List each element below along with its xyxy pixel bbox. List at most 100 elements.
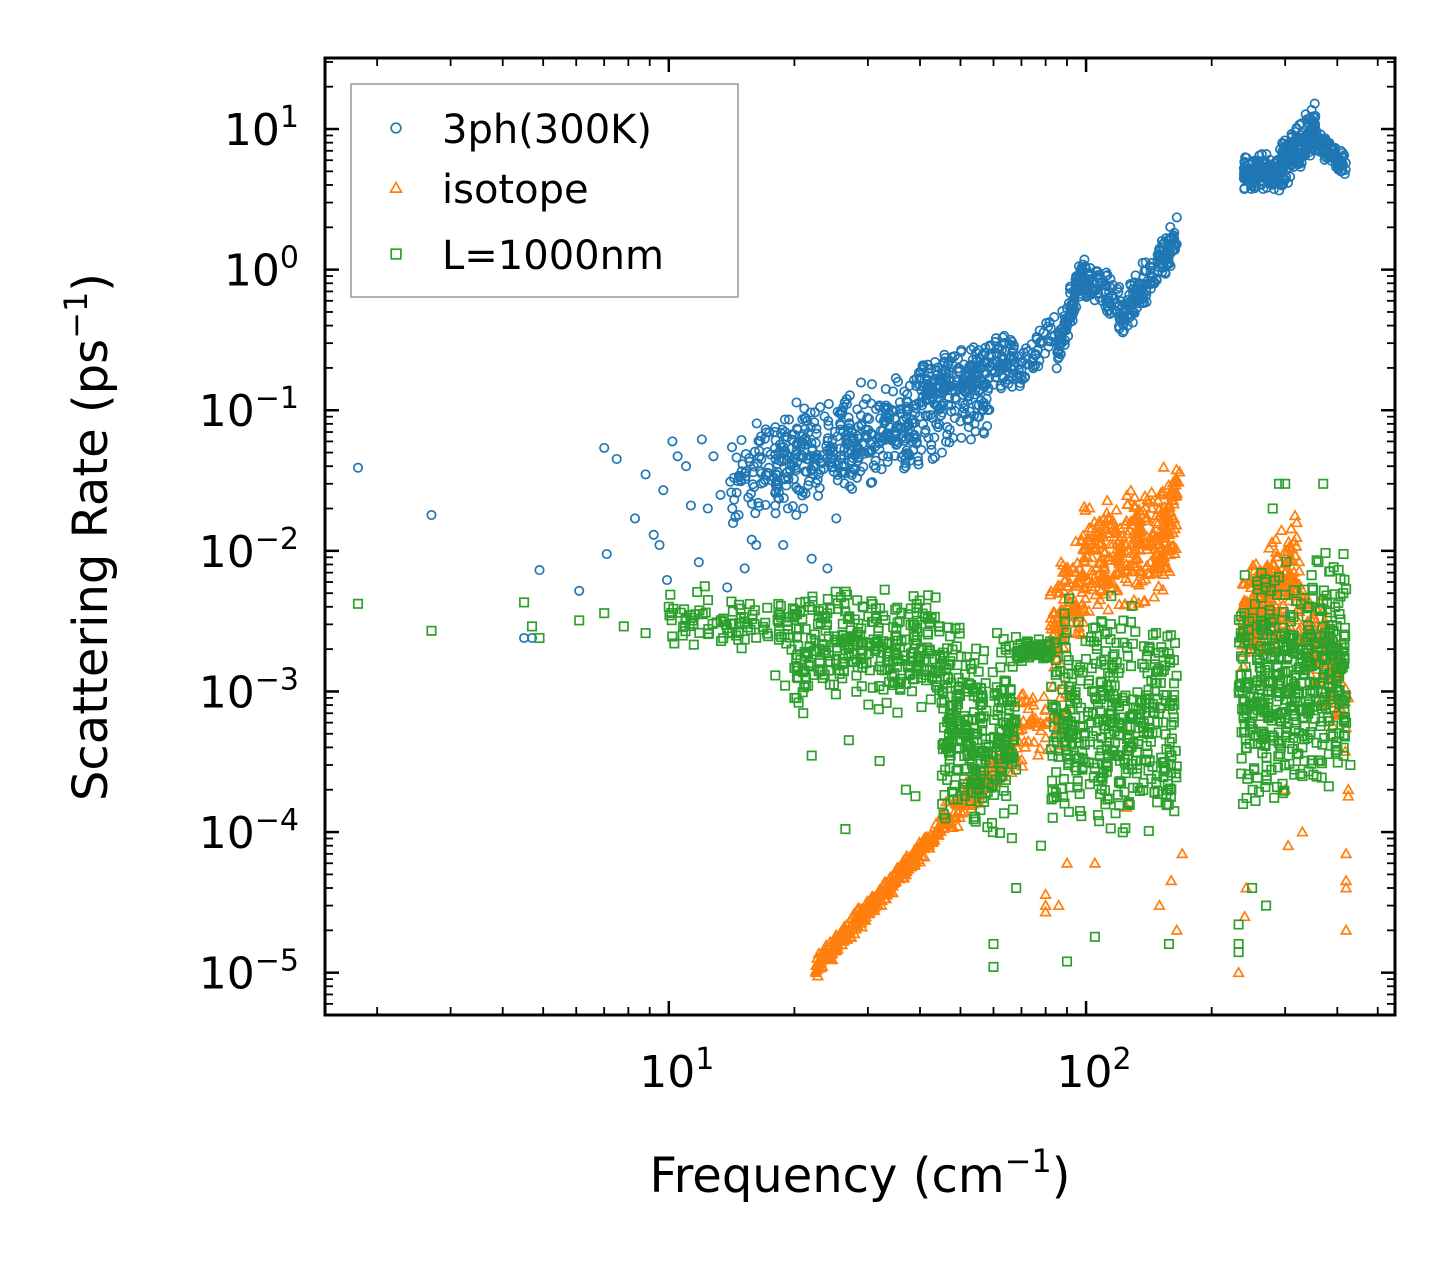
data-point-triangle xyxy=(814,955,828,967)
data-point-circle xyxy=(1276,153,1287,164)
data-point-circle xyxy=(1049,312,1060,323)
data-point-triangle xyxy=(1146,529,1160,541)
data-point-triangle xyxy=(820,946,834,958)
data-point-circle xyxy=(1021,359,1033,370)
data-point-triangle xyxy=(1127,527,1140,539)
data-point-triangle xyxy=(1054,555,1068,567)
data-point-triangle xyxy=(1232,966,1245,978)
data-point-circle xyxy=(1137,257,1148,268)
data-point-triangle xyxy=(842,924,856,936)
data-point-triangle xyxy=(1060,856,1074,868)
data-point-circle xyxy=(1077,259,1088,270)
data-point-circle xyxy=(1290,126,1301,138)
data-point-circle xyxy=(823,398,834,409)
data-point-circle xyxy=(1059,339,1070,350)
data-point-triangle xyxy=(1119,546,1133,558)
data-point-circle xyxy=(1285,171,1296,182)
data-point-circle xyxy=(749,446,760,457)
data-point-triangle xyxy=(1130,576,1143,588)
data-point-circle xyxy=(1079,254,1090,265)
data-point-circle xyxy=(1080,261,1091,272)
data-point-triangle xyxy=(918,850,931,862)
data-point-circle xyxy=(1129,293,1141,304)
data-point-circle xyxy=(782,503,793,514)
data-point-circle xyxy=(775,428,787,439)
data-point-circle xyxy=(1165,260,1176,272)
data-point-circle xyxy=(932,369,943,380)
data-point-circle xyxy=(726,442,738,453)
data-point-circle xyxy=(959,381,970,392)
data-point-triangle xyxy=(1080,550,1094,562)
data-point-circle xyxy=(702,503,713,514)
data-point-circle xyxy=(352,462,364,473)
data-point-circle xyxy=(827,447,839,458)
data-point-circle xyxy=(944,437,955,448)
data-point-circle xyxy=(844,481,855,492)
data-point-triangle xyxy=(1168,546,1181,558)
data-point-circle xyxy=(926,412,937,423)
data-point-circle xyxy=(1068,303,1079,314)
data-point-circle xyxy=(715,489,726,500)
data-point-circle xyxy=(855,377,867,388)
data-point-triangle xyxy=(1079,592,1092,604)
data-point-triangle xyxy=(1092,517,1106,529)
data-point-circle xyxy=(779,474,790,485)
data-point-circle xyxy=(981,393,992,404)
data-point-circle xyxy=(920,393,931,405)
data-point-circle xyxy=(1320,144,1332,155)
data-point-circle xyxy=(910,417,921,428)
data-point-circle xyxy=(968,410,980,421)
data-point-circle xyxy=(1113,287,1124,298)
data-point-circle xyxy=(1239,183,1250,194)
data-point-triangle xyxy=(1098,560,1111,572)
data-point-triangle xyxy=(1021,734,1035,746)
data-point-triangle xyxy=(955,795,969,807)
data-point-circle xyxy=(1062,312,1073,323)
data-point-circle xyxy=(1001,362,1012,373)
data-point-circle xyxy=(965,344,977,355)
data-point-circle xyxy=(1259,163,1270,174)
data-point-circle xyxy=(969,389,980,400)
data-point-circle xyxy=(836,450,847,461)
data-point-triangle xyxy=(878,876,891,888)
data-point-circle xyxy=(853,453,864,464)
data-point-triangle xyxy=(1076,529,1090,541)
data-point-circle xyxy=(786,429,797,440)
data-point-triangle xyxy=(1083,501,1096,513)
data-point-triangle xyxy=(1088,524,1102,536)
data-point-circle xyxy=(884,413,895,424)
data-point-circle xyxy=(770,435,781,446)
data-point-circle xyxy=(825,453,836,464)
data-point-circle xyxy=(976,359,987,370)
data-point-circle xyxy=(1319,138,1330,150)
data-point-triangle xyxy=(886,873,900,885)
data-point-circle xyxy=(899,386,910,397)
data-point-circle xyxy=(939,356,950,367)
data-point-circle xyxy=(781,480,792,491)
data-point-circle xyxy=(944,424,955,435)
data-point-triangle xyxy=(1156,485,1169,497)
data-point-circle xyxy=(823,415,834,427)
data-point-circle xyxy=(1138,297,1150,309)
data-point-circle xyxy=(526,632,538,644)
data-point-triangle xyxy=(1061,579,1074,591)
data-point-circle xyxy=(681,461,692,472)
data-point-triangle xyxy=(947,806,961,818)
data-point-triangle xyxy=(1064,615,1077,627)
data-point-circle xyxy=(791,509,802,521)
data-point-circle xyxy=(978,426,989,437)
data-point-triangle xyxy=(1027,698,1040,710)
data-point-circle xyxy=(960,387,971,398)
data-point-circle xyxy=(661,574,673,586)
data-point-circle xyxy=(956,378,967,389)
data-point-circle xyxy=(892,422,903,434)
data-point-circle xyxy=(1144,279,1155,290)
data-point-circle xyxy=(753,435,764,446)
data-point-circle xyxy=(880,383,891,395)
data-point-circle xyxy=(822,563,833,574)
data-point-triangle xyxy=(1069,598,1083,610)
data-point-circle xyxy=(913,455,924,467)
data-point-circle xyxy=(1245,173,1256,184)
data-point-circle xyxy=(883,407,894,418)
